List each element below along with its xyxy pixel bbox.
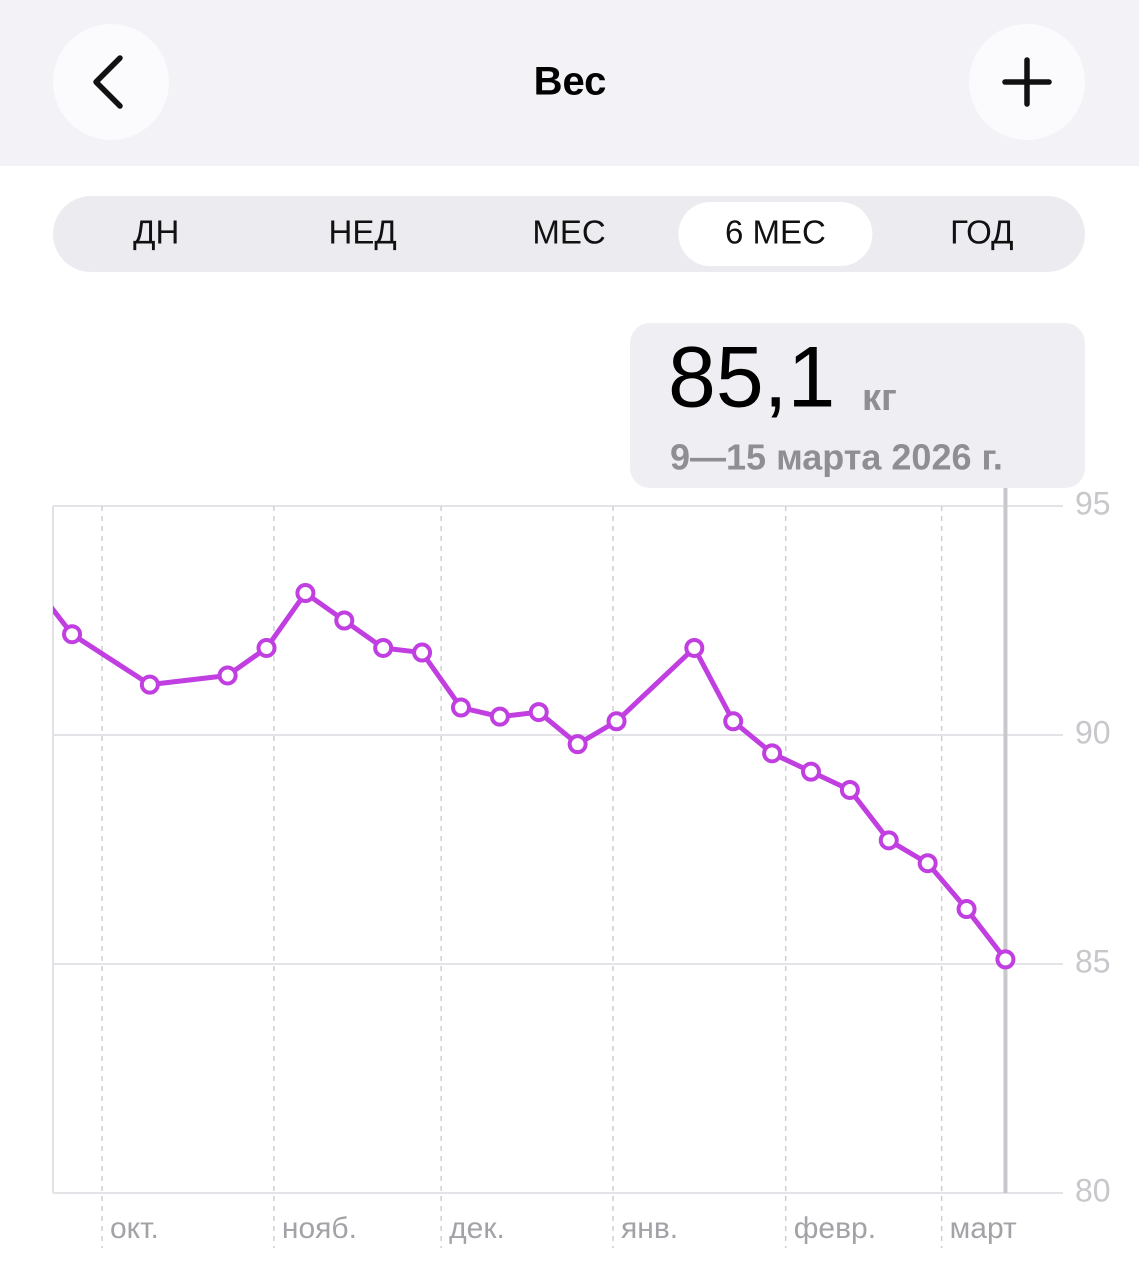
- x-tick-label: нояб.: [282, 1212, 357, 1245]
- readout-value: 85,1: [668, 330, 835, 426]
- point: [723, 711, 744, 732]
- x-tick-label: янв.: [621, 1212, 678, 1245]
- nav-bar: [0, 0, 1139, 166]
- segment-label: ГОД: [950, 214, 1013, 251]
- point: [956, 899, 977, 920]
- x-tick-label: окт.: [110, 1212, 159, 1245]
- segment-label: МЕС: [532, 214, 605, 251]
- segment[interactable]: НЕД: [328, 214, 396, 251]
- point: [489, 706, 510, 727]
- point: [762, 743, 783, 764]
- point: [450, 697, 471, 718]
- line: [53, 590, 1008, 961]
- point: [839, 779, 860, 800]
- x-tick-label: март: [950, 1212, 1017, 1245]
- point: [606, 711, 627, 732]
- y-tick-label: 80: [1075, 1172, 1111, 1208]
- point: [800, 761, 821, 782]
- point: [139, 674, 160, 695]
- point: [373, 637, 394, 658]
- point: [256, 637, 277, 658]
- back-button[interactable]: [53, 24, 169, 140]
- point: [995, 949, 1016, 970]
- point: [295, 583, 316, 604]
- point: [528, 702, 549, 723]
- plot: [25, 576, 1016, 970]
- segment[interactable]: ДН: [133, 214, 179, 251]
- point: [917, 853, 938, 874]
- point: [334, 610, 355, 631]
- readout-box: [630, 323, 1085, 488]
- y-tick-label: 90: [1075, 714, 1111, 750]
- segment-label: ДН: [133, 214, 179, 251]
- point: [878, 830, 899, 851]
- segment[interactable]: 6 МЕС: [678, 202, 873, 266]
- readout-date: 9—15 марта 2026 г.: [670, 437, 1003, 478]
- segment-label: 6 МЕС: [725, 214, 826, 251]
- point: [684, 637, 705, 658]
- point: [567, 734, 588, 755]
- add-button[interactable]: [969, 24, 1085, 140]
- nav-title: Вес: [534, 60, 607, 104]
- segment[interactable]: МЕС: [532, 214, 605, 251]
- segment-label: НЕД: [328, 214, 396, 251]
- x-tick-label: дек.: [449, 1212, 505, 1245]
- point: [412, 642, 433, 663]
- segment-selected: [678, 202, 873, 266]
- segment[interactable]: ГОД: [950, 214, 1013, 251]
- x-tick-label: февр.: [794, 1212, 876, 1245]
- point: [217, 665, 238, 686]
- point: [62, 624, 83, 645]
- point: [25, 576, 41, 592]
- readout-unit: кг: [862, 377, 897, 419]
- y-tick-label: 95: [1075, 485, 1111, 521]
- y-tick-label: 85: [1075, 943, 1111, 979]
